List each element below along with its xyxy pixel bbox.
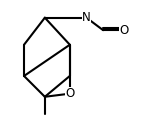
Text: N: N [82,11,91,24]
Text: O: O [65,87,74,100]
Text: O: O [120,24,129,37]
